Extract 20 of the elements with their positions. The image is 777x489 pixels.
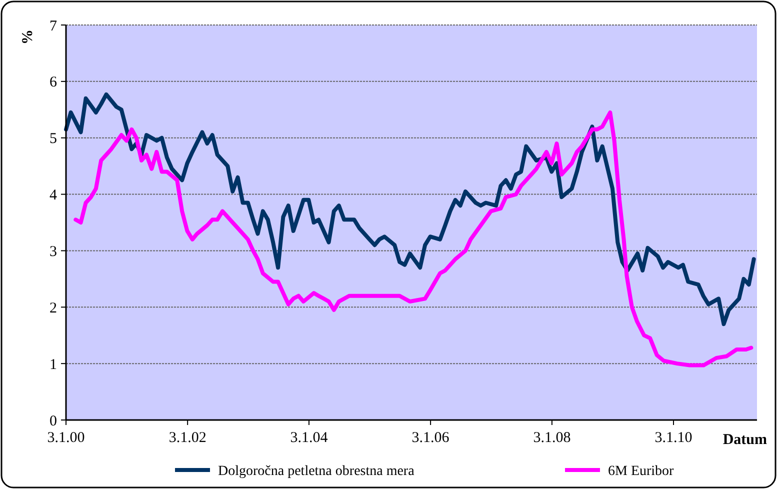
- y-tick-label: 3: [50, 244, 57, 260]
- y-tick-label: 2: [50, 300, 57, 316]
- y-tick-label: 5: [50, 131, 57, 148]
- x-tick-label: 3.1.06: [412, 430, 450, 446]
- x-axis-title: Datum: [722, 432, 768, 448]
- x-tick-label: 3.1.00: [47, 430, 85, 446]
- x-tick-label: 3.1.10: [654, 430, 692, 446]
- y-tick-label: 0: [50, 413, 57, 430]
- y-tick-label: 6: [50, 74, 58, 91]
- line-series: [64, 92, 756, 326]
- x-tick-label: 3.1.02: [168, 430, 206, 446]
- y-tick-label: 7: [50, 18, 58, 34]
- y-tick-label: 4: [50, 188, 58, 204]
- legend-label: Dolgoročna petletna obrestna mera: [218, 464, 416, 479]
- y-tick-label: 1: [50, 356, 57, 373]
- legend-label: 6M Euribor: [608, 464, 674, 479]
- x-tick-label: 3.1.08: [533, 430, 571, 446]
- x-tick-label: 3.1.04: [290, 430, 328, 446]
- y-axis-title: %: [20, 30, 36, 44]
- line-series: [74, 110, 754, 368]
